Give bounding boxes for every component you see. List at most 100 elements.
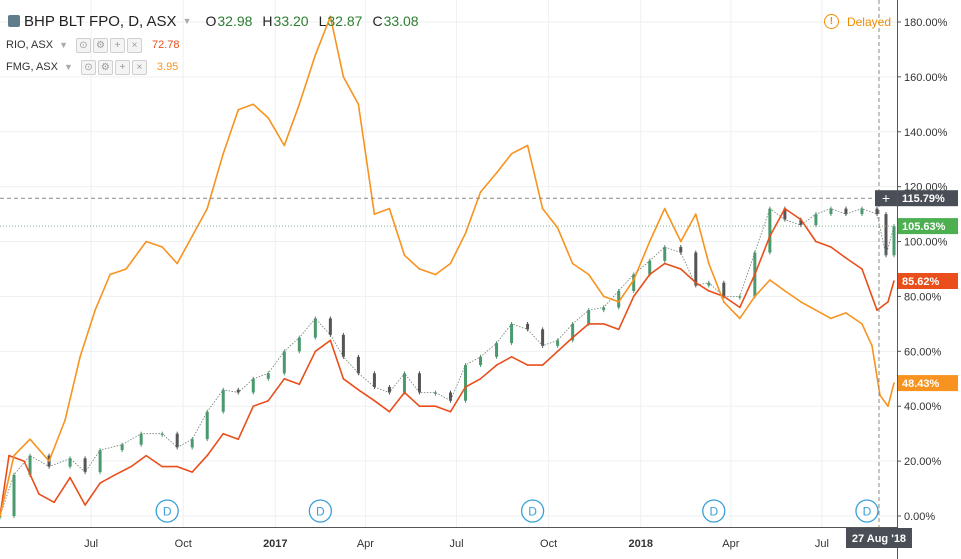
chevron-down-icon[interactable]: ▼ [63,62,73,72]
series-point [556,227,559,229]
dividend-marker[interactable]: D [702,499,726,523]
eye-icon[interactable]: ⊙ [76,37,91,53]
series-point [222,432,225,435]
delayed-indicator[interactable]: ! Delayed [823,14,891,29]
series-point [617,301,620,303]
y-tick-label: 0.00% [904,511,935,523]
series-point [145,454,147,457]
close-icon[interactable]: × [131,59,147,75]
series-point [403,391,406,394]
series-point [587,323,590,325]
series-point [418,268,421,270]
series-point [125,268,127,270]
x-tick-label: Apr [722,538,739,550]
series-point [206,207,209,210]
candle-body [648,260,652,275]
series-point [449,410,452,413]
series-point [176,262,178,265]
candle-body [28,455,32,475]
plus-icon[interactable]: + [110,37,125,53]
candle-body [526,323,530,330]
series-point [800,218,802,221]
series-point [267,399,270,402]
close-icon[interactable]: × [127,37,142,53]
series-point [784,207,786,210]
x-tick-label: Apr [357,538,374,550]
candle-body [617,290,621,308]
candle-body [768,208,772,253]
ohlc-close: C33.08 [372,13,419,29]
series-point [23,460,25,462]
price-tag-rio-text: 85.62% [902,276,940,288]
series-point [53,501,55,504]
series-point [329,339,332,342]
symbol-title[interactable]: BHP BLT FPO, D, ASX [24,12,177,30]
candle-body [884,214,888,256]
series-point [298,383,301,386]
series-point [556,350,559,353]
price-tag-bhp: 105.63% [898,218,958,235]
series-point [887,301,889,303]
series-point [479,377,482,380]
series-point [342,76,345,78]
series-point [815,309,817,311]
series-point [206,454,209,457]
chevron-down-icon[interactable]: ▼ [59,40,68,50]
candle-body [0,516,2,518]
candle-body [236,389,240,393]
dividend-marker[interactable]: D [855,499,879,523]
x-tick-label: Oct [175,538,192,550]
chevron-down-icon[interactable]: ▼ [182,16,192,26]
candle-body [328,318,332,335]
dividend-marker-label: D [163,505,172,519]
series-point [587,273,590,276]
series-point [541,207,544,210]
series-point [694,213,697,215]
candle-body [892,226,896,256]
candle-body [799,219,803,226]
series-point [298,103,301,106]
series-point [648,240,651,243]
series-point [84,504,86,506]
compare-symbol-rio[interactable]: RIO, ASX [6,39,54,51]
series-point [648,273,651,276]
ohlc-open: O32.98 [205,13,253,29]
series-point [526,364,529,366]
crosshair-icon: + [882,190,890,206]
compare-symbol-fmg[interactable]: FMG, ASX [6,61,58,73]
candle-body [722,282,726,297]
candle-body [663,247,667,261]
series-point [373,213,376,215]
dividend-marker[interactable]: D [155,499,179,523]
eye-icon[interactable]: ⊙ [80,59,96,75]
candle-body [829,208,833,215]
candle-body [449,392,453,401]
candle-body [632,274,636,291]
series-point [388,410,391,413]
series-point [342,377,345,380]
candle-body [495,343,499,357]
candle-body [356,356,360,374]
price-tag-fmg-text: 48.43% [902,378,940,390]
series-point [94,309,96,311]
dividend-marker[interactable]: D [520,499,545,523]
dividend-marker[interactable]: D [308,499,333,523]
candle-body [783,208,787,220]
series-point [8,454,10,457]
price-tag-rio: 85.62% [898,273,958,290]
dividend-marker-label: D [528,505,537,519]
gear-icon[interactable]: ⚙ [93,37,108,53]
series-point [861,323,863,325]
series-bhp-blt-fpo [0,206,896,520]
candle-body [251,378,255,393]
series-point [449,262,452,265]
gear-icon[interactable]: ⚙ [97,59,113,75]
series-point [0,515,1,517]
candle-body [83,458,87,473]
series-point [723,295,725,298]
series-point [571,262,574,265]
series-point [541,364,544,366]
time-crosshair-tag: 27 Aug '18 [845,528,912,548]
plus-icon[interactable]: + [114,59,130,75]
